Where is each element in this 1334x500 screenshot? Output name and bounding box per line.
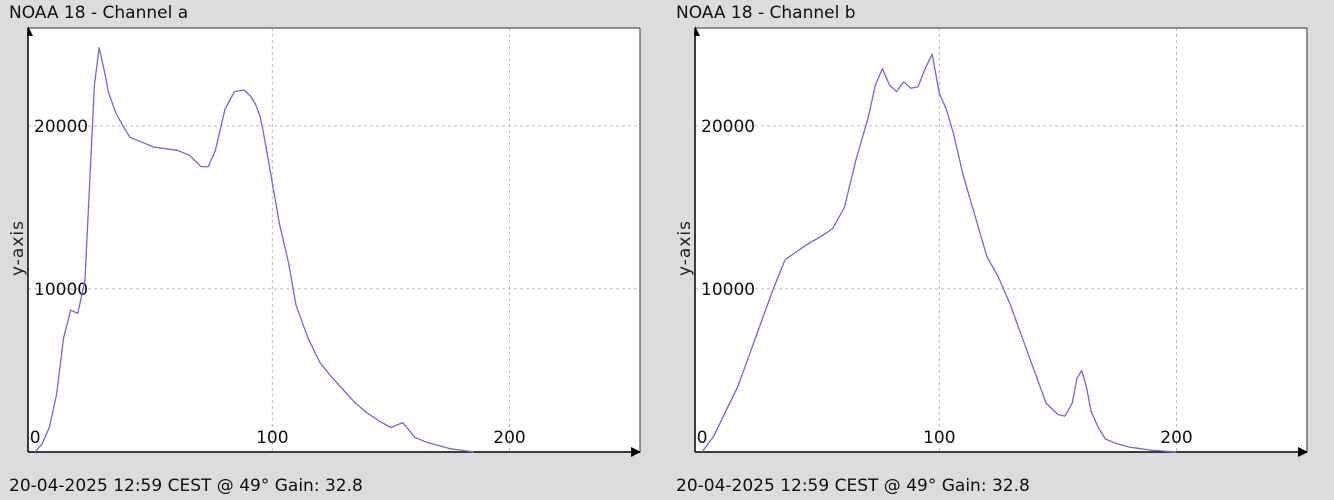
x-tick-label: 200: [1160, 428, 1192, 448]
x-axis-arrowhead: [631, 447, 641, 457]
plot-area: [695, 28, 1307, 452]
x-tick-label: 0: [30, 428, 41, 448]
x-tick-label: 200: [493, 428, 525, 448]
chart-panel-channel-b: NOAA 18 - Channel b 0 100 200 10000 20000 y-…: [667, 0, 1327, 500]
x-tick-label: 100: [923, 428, 955, 448]
chart-footer: 20-04-2025 12:59 CEST @ 49° Gain: 32.8: [9, 476, 363, 496]
y-axis-label: y-axis: [675, 220, 695, 276]
chart-panel-channel-a: NOAA 18 - Channel a 0 100 200 10000 20000 y-…: [0, 0, 660, 500]
y-tick-label: 10000: [34, 280, 88, 300]
y-tick-label: 20000: [34, 117, 88, 137]
series-line: [34, 46, 475, 453]
y-axis-label: y-axis: [8, 220, 28, 276]
x-tick-label: 0: [697, 428, 708, 448]
y-tick-label: 20000: [701, 117, 755, 137]
chart-plot-channel-a: 0 100 200 10000 20000: [27, 26, 641, 457]
chart-plot-channel-b: 0 100 200 10000 20000: [694, 26, 1308, 457]
y-tick-label: 10000: [701, 280, 755, 300]
y-axis-arrowhead: [694, 26, 700, 36]
plot-area: [28, 28, 640, 452]
chart-title: NOAA 18 - Channel a: [9, 3, 189, 23]
series-line: [701, 53, 1177, 453]
x-tick-label: 100: [256, 428, 288, 448]
x-axis-arrowhead: [1298, 447, 1308, 457]
y-axis-arrowhead: [27, 26, 33, 36]
chart-title: NOAA 18 - Channel b: [676, 3, 856, 23]
chart-footer: 20-04-2025 12:59 CEST @ 49° Gain: 32.8: [676, 476, 1030, 496]
